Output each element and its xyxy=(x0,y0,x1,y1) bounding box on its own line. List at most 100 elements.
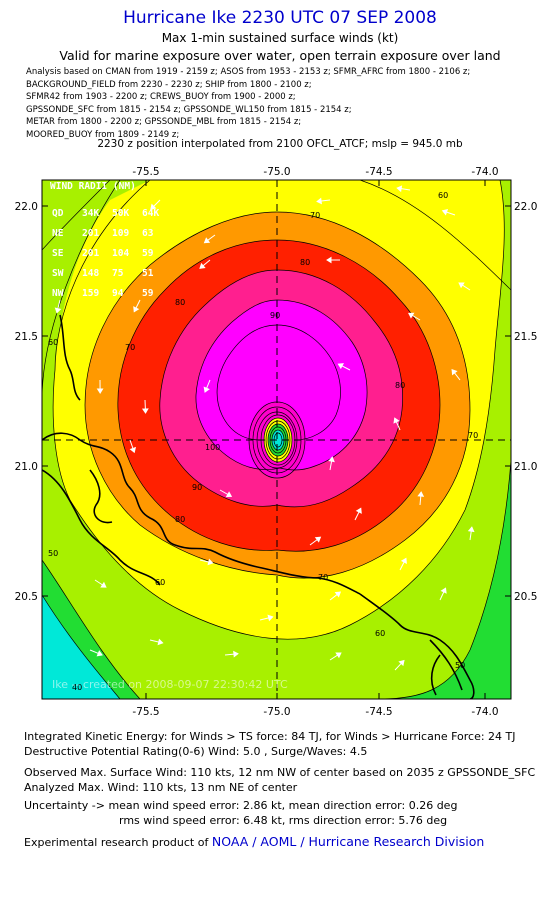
contour-label: 60 xyxy=(438,191,448,200)
x-tick-bottom: -75.5 xyxy=(132,706,159,718)
wind-arrow-head xyxy=(335,652,342,659)
contour-label: 70 xyxy=(310,211,320,220)
wind-arrow-head xyxy=(396,185,403,193)
potential-line: Destructive Potential Rating(0-6) Wind: … xyxy=(24,745,368,758)
radii-cell: NE xyxy=(52,228,64,239)
radii-cell: 94 xyxy=(112,288,124,299)
contour-label: 60 xyxy=(155,578,165,587)
wind-arrow-head xyxy=(314,536,322,543)
wind-arrow-head xyxy=(451,368,458,376)
radii-cell: SW xyxy=(52,268,64,279)
wind-arrow-head xyxy=(316,197,322,205)
x-tick-bottom: -75.0 xyxy=(263,706,290,718)
contour-label: 80 xyxy=(175,298,185,307)
y-tick-right: 22.0 xyxy=(514,201,537,213)
radii-header: QD xyxy=(52,208,64,219)
x-tick-top: -74.0 xyxy=(471,166,498,178)
analyzed-line: Analyzed Max. Wind: 110 kts, 13 nm NE of… xyxy=(24,781,298,794)
uncertainty-rms-line: rms wind speed error: 6.48 kt, rms direc… xyxy=(24,814,447,827)
contour-label-layer: 70 60 60 70 80 90 100 90 80 80 80 70 70 … xyxy=(48,191,478,692)
wind-arrow-head xyxy=(150,203,157,210)
wind-arrow-head xyxy=(96,650,103,657)
wind-arrow-head xyxy=(328,456,335,463)
contour-label: 50 xyxy=(48,549,58,558)
wind-arrow-head xyxy=(417,491,425,497)
contour-label: 70 xyxy=(318,573,328,582)
subtitle: Max 1-min sustained surface winds (kt) xyxy=(161,31,399,45)
hrd-link[interactable]: NOAA / AOML / Hurricane Research Divisio… xyxy=(211,834,485,849)
radii-cell: SE xyxy=(52,248,64,259)
wind-arrow-head xyxy=(337,363,344,370)
wind-arrow-head xyxy=(225,491,233,498)
wind-arrow-head xyxy=(233,650,239,658)
contour-label: 70 xyxy=(468,431,478,440)
wind-arrow-head xyxy=(157,638,164,646)
contour-label: 90 xyxy=(270,311,280,320)
y-tick-left: 20.5 xyxy=(15,591,38,603)
position-line: 2230 z position interpolated from 2100 O… xyxy=(97,138,463,150)
ike-line: Integrated Kinetic Energy: for Winds > T… xyxy=(24,730,516,743)
wind-arrow-head xyxy=(203,237,211,244)
axis-labels: -75.5 -75.0 -74.5 -74.0 -75.5 -75.0 -74.… xyxy=(15,166,538,718)
wind-arrow-head xyxy=(141,408,149,414)
y-tick-left: 21.5 xyxy=(15,331,38,343)
y-tick-left: 21.0 xyxy=(15,461,38,473)
wind-arrow-head xyxy=(267,614,274,622)
validity-note: Valid for marine exposure over water, op… xyxy=(59,48,501,63)
contour-label: 80 xyxy=(175,515,185,524)
radii-cell: NW xyxy=(52,288,64,299)
wind-arrow-head xyxy=(408,312,415,319)
wind-radii-title: WIND RADII (NM) xyxy=(50,181,136,192)
wind-arrow-head xyxy=(467,526,475,533)
wind-field: 70 60 60 70 80 90 100 90 80 80 80 70 70 … xyxy=(42,180,511,699)
y-tick-right: 21.5 xyxy=(514,331,537,343)
contour-label: 40 xyxy=(72,683,82,692)
band-cyan xyxy=(42,595,120,699)
contour-label: 60 xyxy=(48,338,58,347)
analysis-line: MOORED_BUOY from 1809 - 2149 z; xyxy=(26,129,180,140)
contour-label: 80 xyxy=(395,381,405,390)
radii-header: 64K xyxy=(142,208,159,219)
x-tick-top: -74.5 xyxy=(365,166,392,178)
contour-label: 100 xyxy=(205,443,220,452)
radii-cell: 201 xyxy=(82,228,99,239)
analysis-line: BACKGROUND_FIELD from 2230 - 2230 z; SHI… xyxy=(26,79,312,90)
wind-arrow-head xyxy=(54,307,62,314)
y-tick-right: 21.0 xyxy=(514,461,537,473)
radii-cell: 104 xyxy=(112,248,129,259)
x-tick-bottom: -74.0 xyxy=(471,706,498,718)
page-title: Hurricane Ike 2230 UTC 07 SEP 2008 xyxy=(123,8,437,28)
radii-cell: 148 xyxy=(82,268,99,279)
radii-cell: 59 xyxy=(142,248,154,259)
wind-arrow-head xyxy=(100,581,107,588)
y-tick-left: 22.0 xyxy=(15,201,38,213)
product-prefix: Experimental research product of xyxy=(24,836,209,849)
x-tick-top: -75.0 xyxy=(263,166,290,178)
wind-arrow-head xyxy=(393,417,400,424)
contour-lines xyxy=(42,180,511,699)
wind-arrow-head xyxy=(203,386,210,393)
wind-radii-table: WIND RADII (NM) QD 34K 50K 64K NE 201 10… xyxy=(50,181,159,299)
contour-label: 50 xyxy=(455,661,465,670)
contour-label: 60 xyxy=(375,629,385,638)
wind-arrow-head xyxy=(458,282,465,289)
uncertainty-line: Uncertainty -> mean wind speed error: 2.… xyxy=(24,799,458,812)
x-tick-bottom: -74.5 xyxy=(365,706,392,718)
wind-arrow-head xyxy=(440,587,447,594)
contour-label: 90 xyxy=(192,483,202,492)
analysis-line: Analysis based on CMAN from 1919 - 2159 … xyxy=(26,67,471,77)
radii-header: 50K xyxy=(112,208,129,219)
radii-cell: 63 xyxy=(142,228,154,239)
wind-arrows xyxy=(54,185,475,671)
analysis-line: METAR from 1800 - 2200 z; GPSSONDE_MBL f… xyxy=(26,117,302,128)
wind-arrow-head xyxy=(96,388,104,394)
wind-arrow-head xyxy=(133,306,140,313)
wind-arrow-head xyxy=(400,557,407,565)
uncertainty-rms-text: rms wind speed error: 6.48 kt, rms direc… xyxy=(119,814,448,827)
radii-cell: 159 xyxy=(82,288,99,299)
radii-cell: 109 xyxy=(112,228,129,239)
wind-arrow-head xyxy=(355,507,362,514)
wind-arrow-head xyxy=(326,256,332,264)
radii-cell: 59 xyxy=(142,288,154,299)
analysis-sources: Analysis based on CMAN from 1919 - 2159 … xyxy=(26,66,546,142)
